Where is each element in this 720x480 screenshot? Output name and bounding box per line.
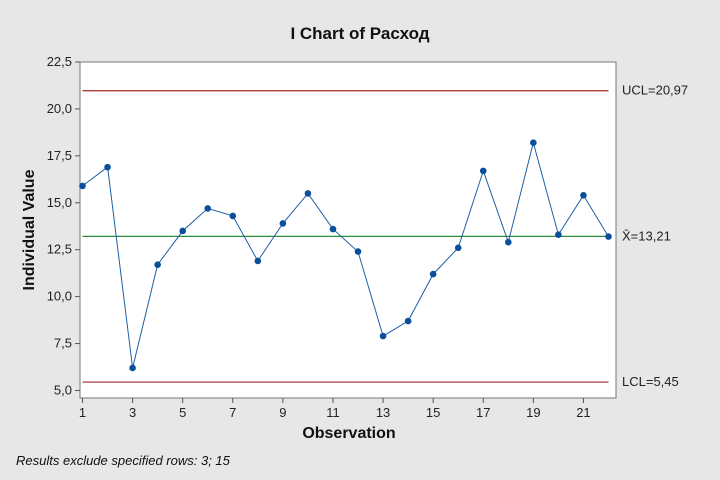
data-point	[129, 364, 136, 372]
y-tick-label: 12,5	[47, 242, 72, 257]
data-point	[530, 139, 537, 147]
data-point	[379, 332, 387, 340]
x-tick-label: 3	[129, 405, 136, 420]
series-line	[82, 140, 609, 369]
plot-area	[79, 61, 617, 399]
data-series	[79, 139, 612, 372]
data-point	[504, 238, 512, 246]
x-tick-label: 9	[279, 405, 286, 420]
x-tick-label: 13	[376, 405, 390, 420]
data-point	[479, 167, 487, 175]
y-tick-label: 22,5	[47, 54, 72, 69]
x-tick-label: 19	[526, 405, 540, 420]
x-tick-label: 7	[229, 405, 236, 420]
y-tick-label: 17,5	[47, 148, 72, 163]
data-point	[79, 182, 86, 190]
x-tick-label: 1	[79, 405, 86, 420]
y-tick-label: 10,0	[47, 289, 72, 304]
data-point	[104, 163, 111, 171]
x-axis: 1 3 5 7 9 11 13 15 17 19 21	[79, 398, 591, 420]
y-tick-label: 20,0	[47, 101, 72, 116]
footnote: Results exclude specified rows: 3; 15	[16, 453, 230, 468]
y-tick-label: 5,0	[54, 382, 72, 397]
data-point	[329, 225, 337, 233]
data-point	[229, 212, 237, 220]
data-point	[254, 257, 262, 265]
data-point	[580, 191, 587, 199]
x-tick-label: 15	[426, 405, 440, 420]
chart-title: I Chart of Расход	[290, 24, 429, 43]
data-point	[404, 317, 412, 325]
data-point	[279, 220, 287, 227]
lcl-label: LCL=5,45	[622, 374, 679, 389]
data-point	[179, 227, 186, 235]
y-axis: 5,0 7,5 10,0 12,5 15,0 17,5 20,0 22,5	[47, 54, 80, 397]
data-point	[429, 270, 437, 278]
control-limits: UCL=20,97 X̄=13,21 LCL=5,45	[82, 83, 688, 389]
center-label: X̄=13,21	[622, 228, 671, 243]
x-axis-label: Observation	[302, 425, 395, 442]
data-point	[605, 233, 612, 240]
y-tick-label: 7,5	[54, 336, 72, 351]
x-tick-label: 21	[576, 405, 590, 420]
x-tick-label: 11	[326, 405, 340, 420]
data-point	[454, 244, 462, 252]
y-axis-label: Individual Value	[21, 169, 38, 290]
data-point	[354, 248, 362, 255]
x-tick-label: 17	[476, 405, 490, 420]
data-point	[555, 231, 562, 238]
ucl-label: UCL=20,97	[622, 83, 688, 98]
data-point	[154, 261, 161, 269]
x-tick-label: 5	[179, 405, 186, 420]
data-point	[204, 205, 212, 212]
data-point	[304, 190, 312, 197]
y-tick-label: 15,0	[47, 195, 72, 210]
